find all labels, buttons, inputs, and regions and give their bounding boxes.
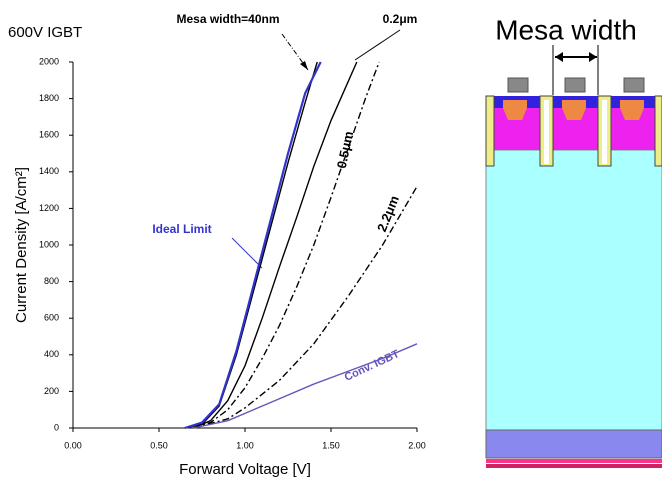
- series-label: Ideal Limit: [152, 222, 211, 236]
- y-tick-label: 2000: [39, 56, 59, 66]
- series-label: Mesa width=40nm: [176, 12, 279, 26]
- x-tick-label: 1.00: [236, 440, 254, 450]
- x-tick-label: 2.00: [408, 440, 426, 450]
- y-tick-label: 400: [44, 349, 59, 359]
- line: [193, 186, 418, 429]
- annotation-arrows: [231, 29, 401, 269]
- x-tick-label: 0.50: [150, 440, 168, 450]
- line: [184, 61, 322, 430]
- y-tick-label: 1800: [39, 93, 59, 103]
- series-label: Conv. IGBT: [343, 348, 402, 384]
- diagram-title: Mesa width: [495, 14, 637, 45]
- series-label: 2.2μm: [374, 193, 402, 233]
- y-axis-label: Current Density [A/cm²]: [13, 167, 30, 323]
- y-tick-label: 1600: [39, 130, 59, 140]
- y-tick-label: 1400: [39, 166, 59, 176]
- y-tick-label: 1200: [39, 203, 59, 213]
- y-tick-label: 1000: [39, 239, 59, 249]
- x-tick-label: 0.00: [64, 440, 82, 450]
- line: [193, 61, 358, 429]
- cross-section: Mesa width: [485, 14, 662, 468]
- line: [193, 61, 380, 429]
- y-tick-label: 200: [44, 386, 59, 396]
- chart-title: 600V IGBT: [8, 24, 82, 41]
- x-tick-label: 1.50: [322, 440, 340, 450]
- x-axis-label: Forward Voltage [V]: [179, 461, 311, 478]
- line: [193, 343, 418, 429]
- line: [184, 61, 318, 429]
- y-tick-label: 0: [54, 422, 59, 432]
- y-tick-label: 800: [44, 276, 59, 286]
- series-label: 0.2μm: [383, 12, 418, 26]
- series-label: 0.5μm: [334, 130, 356, 170]
- y-tick-label: 600: [44, 313, 59, 323]
